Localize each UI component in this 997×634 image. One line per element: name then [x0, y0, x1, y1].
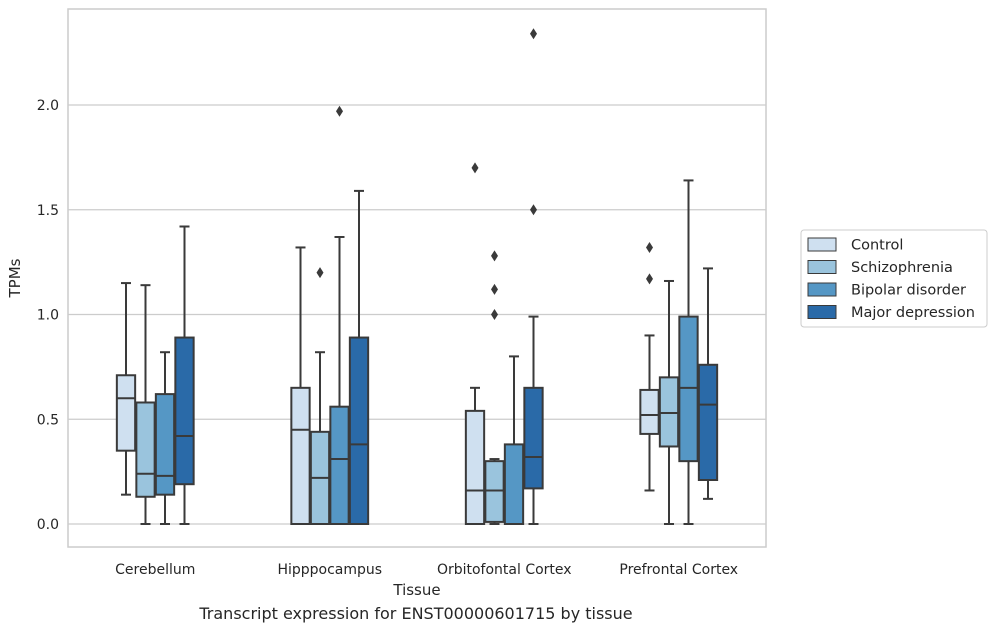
box-control [115, 282, 137, 496]
box-schizophrenia [135, 284, 156, 525]
box-iqr [523, 386, 544, 490]
legend-label: Bipolar disorder [851, 283, 966, 299]
box-control [290, 246, 311, 526]
legend-swatch [807, 237, 837, 252]
legend-label: Major depression [851, 305, 975, 321]
legend-label: Control [851, 238, 903, 254]
outlier-point [646, 241, 653, 253]
x-tick-label: Prefrontal Cortex [619, 562, 738, 578]
x-axis-ticks: Cerebellum Hipppocampus Orbitofontal Corte… [115, 562, 738, 578]
outlier-point [316, 267, 324, 279]
outlier-point [491, 250, 498, 262]
y-tick-label: 1.5 [37, 203, 59, 219]
box-iqr [174, 336, 195, 486]
box-iqr [639, 388, 660, 435]
box-schizophrenia [484, 250, 505, 525]
outlier-point [491, 309, 498, 320]
box-major-depression [174, 225, 195, 525]
box-iqr [503, 443, 525, 526]
box-iqr [464, 409, 486, 525]
box-iqr [678, 315, 699, 463]
outlier-point [471, 162, 479, 174]
box-control [639, 241, 660, 492]
box-iqr [697, 363, 719, 482]
outlier-point [530, 28, 537, 40]
box-major-depression [523, 28, 544, 525]
legend: Control Schizophrenia Bipolar disorder Majo… [800, 229, 988, 328]
legend-label: Schizophrenia [851, 260, 953, 276]
box-iqr [348, 336, 370, 526]
x-axis-label: Tissue [392, 581, 440, 599]
outlier-point [491, 283, 498, 295]
outlier-point [646, 273, 653, 285]
box-iqr [135, 401, 156, 498]
y-axis-label: TPMs [6, 258, 24, 298]
box-major-depression [348, 189, 370, 526]
box-iqr [484, 460, 505, 523]
outlier-point [530, 204, 537, 216]
y-tick-label: 1.0 [37, 308, 59, 324]
figure-caption: Transcript expression for ENST0000060171… [199, 604, 633, 623]
legend-swatch [807, 260, 837, 274]
box-plot-chart: 0.0 0.5 1.0 1.5 2.0 Cerebellum Hipppocampus Or… [6, 8, 988, 599]
box-bipolar-disorder [329, 105, 350, 525]
y-tick-label: 2.0 [37, 98, 59, 114]
legend-swatch [807, 305, 837, 319]
y-tick-label: 0.5 [37, 412, 59, 428]
box-iqr [115, 374, 137, 452]
x-tick-label: Hipppocampus [277, 562, 382, 578]
y-tick-label: 0.0 [37, 517, 59, 533]
box-major-depression [697, 267, 719, 500]
box-bipolar-disorder [503, 355, 525, 526]
box-iqr [154, 393, 176, 496]
legend-swatch [807, 282, 837, 297]
legend-frame [800, 229, 988, 328]
box-schizophrenia [658, 279, 680, 525]
box-iqr [290, 386, 311, 526]
x-tick-label: Cerebellum [115, 562, 195, 578]
box-control [464, 162, 486, 525]
box-bipolar-disorder [678, 179, 699, 525]
box-groups [115, 28, 719, 526]
y-axis-ticks: 0.0 0.5 1.0 1.5 2.0 [37, 98, 59, 533]
plot-frame [67, 8, 767, 548]
box-bipolar-disorder [154, 351, 176, 525]
x-tick-label: Orbitofontal Cortex [437, 562, 572, 578]
box-iqr [329, 405, 350, 525]
outlier-point [336, 105, 343, 117]
box-schizophrenia [309, 267, 331, 526]
box-iqr [658, 376, 680, 448]
